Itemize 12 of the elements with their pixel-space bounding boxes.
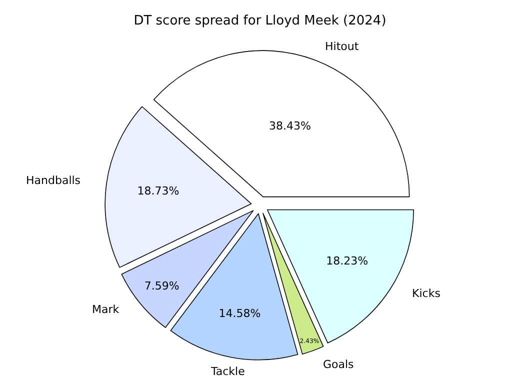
data-label: 38.43% [269, 120, 311, 133]
slice-label: Kicks [412, 287, 441, 300]
data-label: 14.58% [218, 306, 261, 320]
data-label: 18.23% [326, 254, 368, 268]
slice-label: Hitout [325, 40, 360, 53]
chart-title: DT score spread for Lloyd Meek (2024) [134, 14, 386, 29]
data-label: 7.59% [144, 279, 180, 292]
data-label: 18.73% [137, 184, 180, 198]
slice-label: Mark [92, 303, 120, 316]
slice-label: Handballs [26, 174, 81, 187]
slice-label: Tackle [210, 365, 246, 378]
slice-label: Goals [323, 358, 354, 371]
